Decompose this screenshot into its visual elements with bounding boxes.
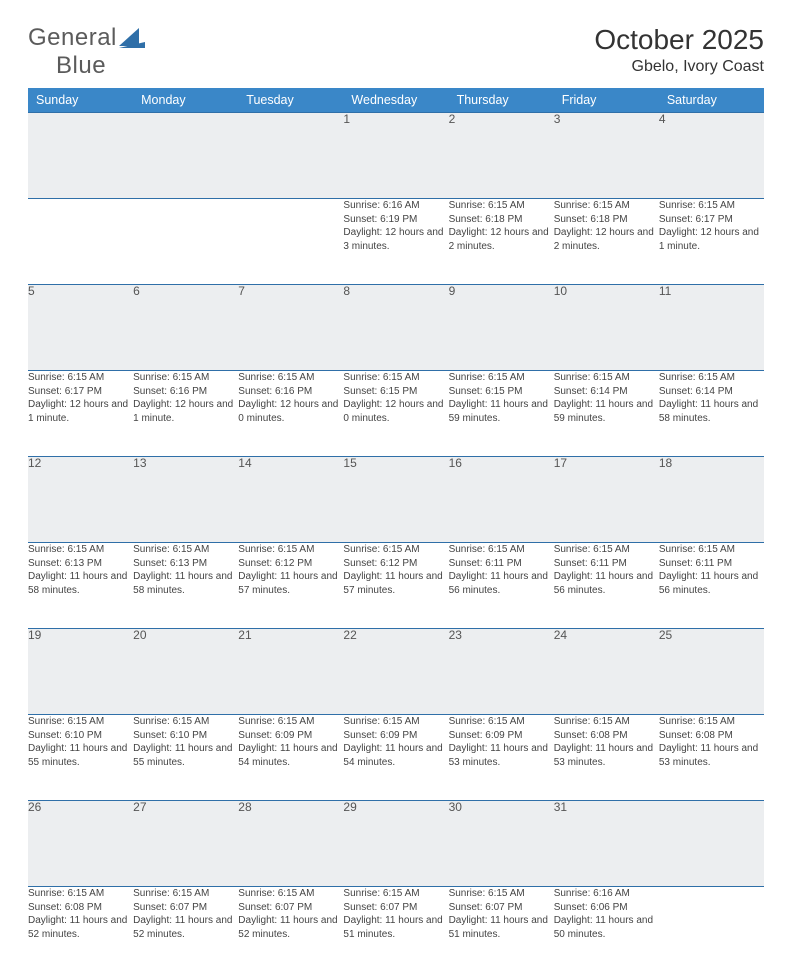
day-detail-cell: Sunrise: 6:15 AMSunset: 6:09 PMDaylight:…	[238, 715, 343, 801]
day-number-cell: 15	[343, 457, 448, 543]
day-detail-cell	[659, 887, 764, 973]
day-number-cell: 1	[343, 113, 448, 199]
day-detail-cell: Sunrise: 6:16 AMSunset: 6:06 PMDaylight:…	[554, 887, 659, 973]
day-detail-cell: Sunrise: 6:15 AMSunset: 6:10 PMDaylight:…	[133, 715, 238, 801]
day-detail-cell: Sunrise: 6:15 AMSunset: 6:17 PMDaylight:…	[28, 371, 133, 457]
brand-sail-icon	[119, 28, 147, 50]
day-number-cell	[133, 113, 238, 199]
header: General Blue October 2025 Gbelo, Ivory C…	[28, 24, 764, 80]
day-number-cell	[238, 113, 343, 199]
day-number-cell: 22	[343, 629, 448, 715]
day-detail-cell	[133, 199, 238, 285]
day-detail-cell: Sunrise: 6:15 AMSunset: 6:07 PMDaylight:…	[133, 887, 238, 973]
day-number-cell: 9	[449, 285, 554, 371]
day-number-cell: 20	[133, 629, 238, 715]
day-number-cell: 14	[238, 457, 343, 543]
weekday-header: Saturday	[659, 88, 764, 113]
day-detail-cell: Sunrise: 6:15 AMSunset: 6:08 PMDaylight:…	[659, 715, 764, 801]
calendar-body: 1234 Sunrise: 6:16 AMSunset: 6:19 PMDayl…	[28, 113, 764, 973]
day-detail-cell: Sunrise: 6:15 AMSunset: 6:16 PMDaylight:…	[238, 371, 343, 457]
day-number-cell: 8	[343, 285, 448, 371]
day-detail-cell: Sunrise: 6:15 AMSunset: 6:13 PMDaylight:…	[133, 543, 238, 629]
day-number-cell: 5	[28, 285, 133, 371]
day-number-cell: 21	[238, 629, 343, 715]
day-number-cell: 28	[238, 801, 343, 887]
day-detail-cell: Sunrise: 6:15 AMSunset: 6:11 PMDaylight:…	[554, 543, 659, 629]
day-number-cell: 7	[238, 285, 343, 371]
day-detail-cell	[28, 199, 133, 285]
day-detail-cell: Sunrise: 6:15 AMSunset: 6:14 PMDaylight:…	[554, 371, 659, 457]
day-number-cell: 12	[28, 457, 133, 543]
brand-part1: General	[28, 24, 117, 51]
weekday-header: Monday	[133, 88, 238, 113]
day-detail-cell: Sunrise: 6:15 AMSunset: 6:12 PMDaylight:…	[238, 543, 343, 629]
day-number-cell: 18	[659, 457, 764, 543]
weekday-header: Wednesday	[343, 88, 448, 113]
day-detail-cell: Sunrise: 6:15 AMSunset: 6:08 PMDaylight:…	[28, 887, 133, 973]
day-detail-cell: Sunrise: 6:15 AMSunset: 6:15 PMDaylight:…	[449, 371, 554, 457]
day-detail-cell	[238, 199, 343, 285]
day-number-cell: 6	[133, 285, 238, 371]
day-number-cell: 26	[28, 801, 133, 887]
day-detail-cell: Sunrise: 6:15 AMSunset: 6:11 PMDaylight:…	[449, 543, 554, 629]
brand-part2: Blue	[56, 52, 106, 79]
day-detail-cell: Sunrise: 6:15 AMSunset: 6:10 PMDaylight:…	[28, 715, 133, 801]
day-detail-cell: Sunrise: 6:15 AMSunset: 6:07 PMDaylight:…	[343, 887, 448, 973]
weekday-header: Sunday	[28, 88, 133, 113]
day-number-cell: 4	[659, 113, 764, 199]
day-detail-cell: Sunrise: 6:15 AMSunset: 6:16 PMDaylight:…	[133, 371, 238, 457]
day-number-cell: 16	[449, 457, 554, 543]
day-detail-cell: Sunrise: 6:15 AMSunset: 6:11 PMDaylight:…	[659, 543, 764, 629]
day-detail-cell: Sunrise: 6:15 AMSunset: 6:17 PMDaylight:…	[659, 199, 764, 285]
day-detail-cell: Sunrise: 6:15 AMSunset: 6:14 PMDaylight:…	[659, 371, 764, 457]
location: Gbelo, Ivory Coast	[594, 58, 764, 76]
title-block: October 2025 Gbelo, Ivory Coast	[594, 24, 764, 76]
day-number-cell	[659, 801, 764, 887]
day-number-cell: 25	[659, 629, 764, 715]
day-detail-cell: Sunrise: 6:15 AMSunset: 6:09 PMDaylight:…	[449, 715, 554, 801]
day-detail-cell: Sunrise: 6:15 AMSunset: 6:12 PMDaylight:…	[343, 543, 448, 629]
day-number-cell: 13	[133, 457, 238, 543]
day-detail-cell: Sunrise: 6:15 AMSunset: 6:09 PMDaylight:…	[343, 715, 448, 801]
day-detail-cell: Sunrise: 6:15 AMSunset: 6:18 PMDaylight:…	[449, 199, 554, 285]
day-number-cell: 27	[133, 801, 238, 887]
day-detail-cell: Sunrise: 6:15 AMSunset: 6:07 PMDaylight:…	[238, 887, 343, 973]
day-number-cell: 23	[449, 629, 554, 715]
day-number-cell: 31	[554, 801, 659, 887]
day-number-cell: 29	[343, 801, 448, 887]
day-detail-cell: Sunrise: 6:15 AMSunset: 6:13 PMDaylight:…	[28, 543, 133, 629]
day-detail-cell: Sunrise: 6:15 AMSunset: 6:15 PMDaylight:…	[343, 371, 448, 457]
month-title: October 2025	[594, 24, 764, 56]
calendar-table: SundayMondayTuesdayWednesdayThursdayFrid…	[28, 88, 764, 973]
day-number-cell: 10	[554, 285, 659, 371]
day-number-cell: 24	[554, 629, 659, 715]
day-number-cell	[28, 113, 133, 199]
day-number-cell: 3	[554, 113, 659, 199]
day-detail-cell: Sunrise: 6:16 AMSunset: 6:19 PMDaylight:…	[343, 199, 448, 285]
calendar-head: SundayMondayTuesdayWednesdayThursdayFrid…	[28, 88, 764, 113]
day-number-cell: 19	[28, 629, 133, 715]
weekday-header: Friday	[554, 88, 659, 113]
day-number-cell: 30	[449, 801, 554, 887]
day-number-cell: 2	[449, 113, 554, 199]
day-detail-cell: Sunrise: 6:15 AMSunset: 6:07 PMDaylight:…	[449, 887, 554, 973]
brand-logo: General Blue	[28, 24, 147, 80]
weekday-header: Thursday	[449, 88, 554, 113]
weekday-header: Tuesday	[238, 88, 343, 113]
day-detail-cell: Sunrise: 6:15 AMSunset: 6:18 PMDaylight:…	[554, 199, 659, 285]
day-detail-cell: Sunrise: 6:15 AMSunset: 6:08 PMDaylight:…	[554, 715, 659, 801]
day-number-cell: 17	[554, 457, 659, 543]
day-number-cell: 11	[659, 285, 764, 371]
